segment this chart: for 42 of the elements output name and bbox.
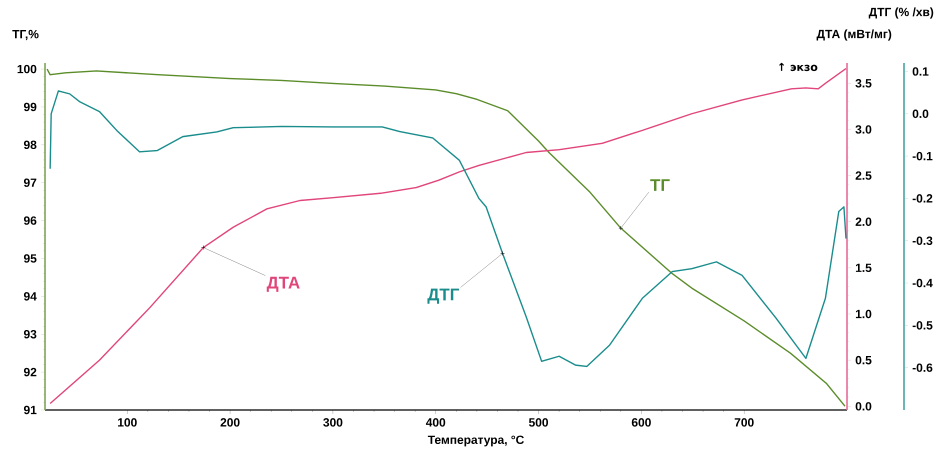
y3-axis-title: ДТГ (% /хв) <box>868 7 934 19</box>
y-tick-label: 96 <box>24 216 36 225</box>
x-tick-label: 600 <box>632 418 651 427</box>
text: ДТА <box>266 276 300 292</box>
text: ТГ <box>650 179 670 191</box>
annotation: ↑ экзо <box>779 62 818 72</box>
y3-tick-label: 0.0 <box>912 110 928 118</box>
y-tick-label: 92 <box>24 368 36 376</box>
y2-tick-label: 0.0 <box>856 402 872 411</box>
y-tick-label: 100 <box>18 64 36 74</box>
y-tick-label: 98 <box>24 140 36 150</box>
x-tick-label: 700 <box>734 418 754 427</box>
x-tick-label: 300 <box>323 418 342 427</box>
y3-tick-label: -0.3 <box>912 236 932 245</box>
y3-tick-label: 0.1 <box>912 67 928 76</box>
y2-tick-label: 2.5 <box>856 171 872 180</box>
y-tick-label: 94 <box>24 292 37 301</box>
y2-tick-label: 3.0 <box>855 125 872 134</box>
y3-tick-label: -0.4 <box>912 278 933 288</box>
x-tick-label: 400 <box>426 418 446 427</box>
y-tick-label: 97 <box>24 178 36 187</box>
x-tick-label: 100 <box>118 418 137 427</box>
x-tick-label: 200 <box>220 418 240 427</box>
y-tick-label: 95 <box>24 254 36 263</box>
y3-tick-label: -0.5 <box>912 321 932 330</box>
y2-tick-label: 1.5 <box>856 264 872 272</box>
y-axis-title: ТГ,% <box>12 30 39 40</box>
y-tick-label: 93 <box>24 330 36 338</box>
y2-axis-title: ДТА (мВт/мг) <box>816 29 892 41</box>
y3-tick-label: -0.6 <box>912 363 932 372</box>
x-tick-label: 500 <box>528 418 548 427</box>
y2-tick-label: 2.0 <box>856 217 872 226</box>
x-axis-title: Температура, °C <box>428 436 524 446</box>
y-tick-label: 99 <box>24 102 36 112</box>
y2-tick-label: 0.5 <box>856 356 872 364</box>
y2-tick-label: 1.0 <box>856 310 872 318</box>
text: ДТГ <box>427 288 459 304</box>
line-series <box>49 90 847 368</box>
y3-tick-label: -0.2 <box>912 194 932 203</box>
y2-tick-label: 3.5 <box>855 79 872 88</box>
y-tick-label: 91 <box>24 406 36 414</box>
y3-tick-label: -0.1 <box>912 152 932 160</box>
